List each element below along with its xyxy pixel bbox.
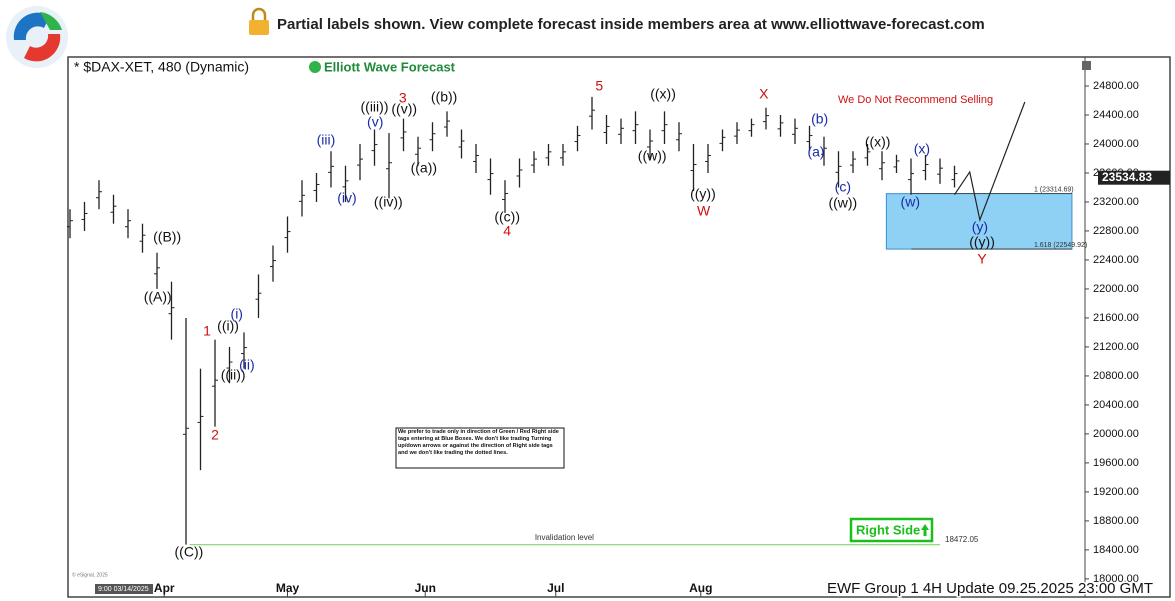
wave-label: (i) <box>231 306 243 322</box>
wave-label: (v) <box>367 114 383 130</box>
wave-label: ((iii)) <box>361 99 389 115</box>
corner-button <box>1082 61 1091 70</box>
x-tick-label: Jun <box>415 581 436 595</box>
wave-label: ((b)) <box>431 89 457 105</box>
y-tick-label: 24800.00 <box>1093 80 1139 92</box>
last-price-label: 23534.83 <box>1102 170 1152 184</box>
wave-label: (b) <box>811 111 828 127</box>
y-tick-label: 22400.00 <box>1093 254 1139 266</box>
brand: Elliott Wave Forecast <box>324 59 456 74</box>
last-price-tag <box>1098 170 1170 185</box>
fib-label: 1 (23314.69) <box>1034 186 1074 193</box>
side-tag-arrow <box>921 524 929 536</box>
wave-label: (c) <box>835 179 851 195</box>
forecast-path <box>954 101 1026 223</box>
y-tick-label: 22800.00 <box>1093 225 1139 237</box>
invalidation-text: Invalidation level <box>535 533 594 542</box>
wave-label: 2 <box>211 427 219 443</box>
x-tick-label: May <box>276 581 300 595</box>
wave-label: ((w)) <box>638 148 667 164</box>
wave-label: ((i)) <box>217 318 239 334</box>
wave-label: (x) <box>914 141 930 157</box>
wave-label: (y) <box>972 219 988 235</box>
wave-label: Y <box>977 251 987 267</box>
wave-label: (iv) <box>337 190 356 206</box>
note: We prefer to trade only in direction of … <box>398 429 559 456</box>
y-tick-label: 19200.00 <box>1093 486 1139 498</box>
wave-label: ((iv)) <box>374 194 403 210</box>
y-tick-label: 23200.00 <box>1093 196 1139 208</box>
y-tick-label: 18800.00 <box>1093 515 1139 527</box>
wave-label: ((A)) <box>144 289 172 305</box>
side-tag-box <box>849 517 934 543</box>
wave-label: (a) <box>807 144 824 160</box>
note-text: We prefer to trade only in direction of … <box>398 429 559 456</box>
x-tick-label: Apr <box>154 581 175 595</box>
wave-label: ((y)) <box>690 186 716 202</box>
wave-label: ((w)) <box>828 195 857 211</box>
brand-icon <box>309 61 321 73</box>
warning: We Do Not Recommend Selling <box>838 94 993 106</box>
y-tick-label: 24400.00 <box>1093 109 1139 121</box>
fib-label: 1.618 (22549.92) <box>1034 242 1087 249</box>
chart-frame <box>67 56 1171 598</box>
wave-label: 5 <box>595 78 603 94</box>
y-tick-label: 20800.00 <box>1093 370 1139 382</box>
wave-label: ((c)) <box>494 209 520 225</box>
header-text: Partial labels shown. View complete fore… <box>277 16 985 33</box>
wave-label: 3 <box>399 90 407 106</box>
copyright: © eSignal, 2025 <box>72 571 108 578</box>
wave-label: ((a)) <box>411 160 437 176</box>
invalidation-value: 18472.05 <box>945 535 979 544</box>
logo <box>6 6 68 68</box>
lock-icon <box>249 7 269 35</box>
wave-label: ((B)) <box>153 229 181 245</box>
wave-label: 1 <box>203 323 211 339</box>
wave-label: ((x)) <box>650 86 676 102</box>
wave-label: W <box>697 203 711 219</box>
y-tick-label: 22000.00 <box>1093 283 1139 295</box>
wave-label: (ii) <box>239 357 255 373</box>
wave-label: X <box>759 86 769 102</box>
x-tick-label: Aug <box>689 581 712 595</box>
y-tick-label: 24000.00 <box>1093 138 1139 150</box>
wave-label: ((x)) <box>865 134 891 150</box>
wave-label: ((ii)) <box>221 367 246 383</box>
footer: EWF Group 1 4H Update 09.25.2025 23:00 G… <box>827 580 1153 597</box>
y-tick-label: 21200.00 <box>1093 341 1139 353</box>
wave-label: 4 <box>503 223 511 239</box>
y-tick-label: 20000.00 <box>1093 428 1139 440</box>
wave-label: ((y)) <box>969 234 995 250</box>
wave-label: (w) <box>901 194 920 210</box>
start-stamp: 9:00 03/14/2025 <box>98 586 149 593</box>
stamp-bg <box>95 584 153 594</box>
chart-title: * $DAX-XET, 480 (Dynamic) <box>74 59 249 75</box>
y-tick-label: 18400.00 <box>1093 544 1139 556</box>
side-tag: Right Side <box>856 522 920 537</box>
y-tick-label: 21600.00 <box>1093 312 1139 324</box>
y-tick-label: 18000.00 <box>1093 573 1139 585</box>
wave-label: ((v)) <box>391 101 417 117</box>
wave-label: (iii) <box>317 132 336 148</box>
note-box <box>395 427 565 469</box>
wave-label: ((C)) <box>175 543 204 559</box>
y-tick-label: 20400.00 <box>1093 399 1139 411</box>
x-tick-label: Jul <box>547 581 564 595</box>
y-tick-label: 19600.00 <box>1093 457 1139 469</box>
